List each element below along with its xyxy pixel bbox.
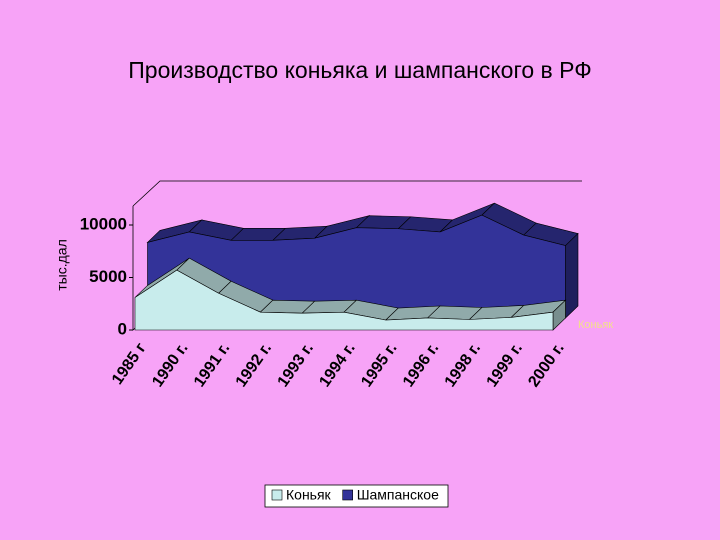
legend-label: Коньяк [286, 487, 332, 503]
y-tick-label: 10000 [80, 214, 127, 233]
y-tick-label: 0 [118, 319, 127, 338]
chart-title: Производство коньяка и шампанского в РФ [128, 57, 591, 83]
area [134, 269, 554, 331]
legend-box [264, 484, 449, 508]
legend: Коньяк Шампанское [264, 484, 449, 508]
legend-label: Шампанское [357, 487, 439, 503]
legend-swatch [271, 489, 283, 501]
y-axis-label: тыс.дал [54, 239, 70, 291]
legend-swatch [342, 489, 353, 501]
depth-label: Коньяк [578, 319, 613, 331]
area-side [565, 232, 579, 319]
wall-edge [132, 180, 582, 207]
y-tick-label: 5000 [89, 267, 127, 286]
